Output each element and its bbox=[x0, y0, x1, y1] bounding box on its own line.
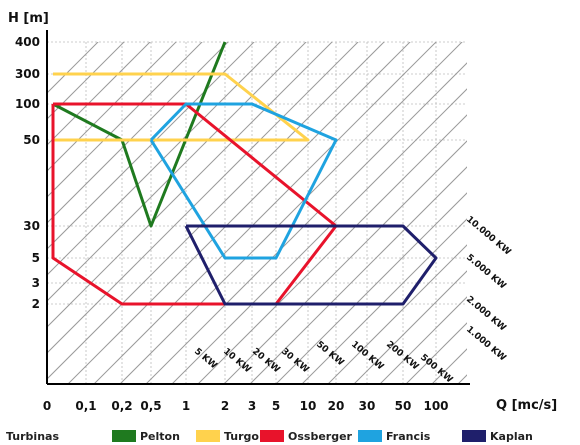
y-tick-label: 5 bbox=[32, 251, 40, 265]
power-line bbox=[353, 270, 467, 384]
power-line bbox=[171, 88, 467, 384]
power-line bbox=[47, 42, 359, 354]
power-label: 5.000 KW bbox=[464, 253, 508, 292]
y-tick-label: 400 bbox=[15, 35, 40, 49]
power-line bbox=[301, 218, 467, 384]
power-label: 200 KW bbox=[384, 340, 420, 373]
legend-swatch bbox=[260, 430, 284, 442]
series-francis bbox=[149, 102, 338, 260]
power-line bbox=[223, 140, 467, 384]
power-line bbox=[405, 322, 467, 384]
x-axis-title: Q [mc/s] bbox=[496, 398, 557, 413]
legend-swatch bbox=[196, 430, 220, 442]
x-tick-label: 0,1 bbox=[75, 399, 96, 413]
power-line bbox=[93, 42, 437, 384]
y-tick-label: 50 bbox=[23, 133, 40, 147]
legend-label: Francis bbox=[386, 430, 431, 443]
y-axis-title: H [m] bbox=[8, 11, 49, 26]
x-tick-label: 1 bbox=[182, 399, 190, 413]
x-tick-label: 20 bbox=[328, 399, 345, 413]
x-tick-label: 50 bbox=[395, 399, 412, 413]
y-tick-label: 30 bbox=[23, 219, 40, 233]
x-tick-label: 0,2 bbox=[111, 399, 132, 413]
power-line bbox=[47, 42, 281, 276]
power-line bbox=[47, 42, 177, 172]
series-kaplan bbox=[184, 224, 438, 306]
series-layer bbox=[51, 41, 438, 306]
x-tick-label: 100 bbox=[423, 399, 448, 413]
power-label: 30 KW bbox=[279, 347, 310, 376]
series-pelton bbox=[52, 41, 227, 228]
power-line bbox=[47, 42, 203, 198]
legend-title: Turbinas bbox=[6, 430, 59, 443]
x-tick-labels: 0 0,1 0,2 0,5 1 2 3 5 10 20 30 50 100 bbox=[43, 399, 449, 413]
legend-label: Kaplan bbox=[490, 430, 533, 443]
legend: Turbinas Pelton Turgo Ossberger Francis Kapl… bbox=[6, 430, 533, 443]
x-tick-label: 0 bbox=[43, 399, 51, 413]
series-ossberger bbox=[51, 102, 338, 306]
x-tick-label: 0,5 bbox=[140, 399, 161, 413]
x-tick-label: 30 bbox=[359, 399, 376, 413]
grid bbox=[47, 41, 466, 384]
x-tick-label: 2 bbox=[221, 399, 229, 413]
y-tick-label: 2 bbox=[32, 297, 40, 311]
series-turgo bbox=[53, 72, 310, 142]
y-tick-label: 3 bbox=[32, 276, 40, 290]
x-tick-label: 5 bbox=[272, 399, 280, 413]
power-line bbox=[47, 42, 125, 120]
power-line bbox=[145, 62, 467, 384]
power-label: 50 KW bbox=[314, 340, 345, 369]
legend-swatch bbox=[358, 430, 382, 442]
power-line bbox=[275, 192, 467, 384]
legend-swatch bbox=[112, 430, 136, 442]
power-line bbox=[47, 42, 229, 224]
legend-label: Ossberger bbox=[288, 430, 353, 443]
power-line bbox=[47, 42, 255, 250]
x-tick-label: 3 bbox=[248, 399, 256, 413]
power-line bbox=[47, 42, 307, 302]
x-tick-label: 10 bbox=[300, 399, 317, 413]
power-line bbox=[47, 42, 151, 146]
power-label: 10.000 KW bbox=[464, 215, 512, 258]
legend-swatch bbox=[462, 430, 486, 442]
legend-label: Pelton bbox=[140, 430, 180, 443]
power-line bbox=[249, 166, 467, 384]
y-tick-label: 300 bbox=[15, 67, 40, 81]
power-line bbox=[47, 42, 385, 380]
y-tick-label: 100 bbox=[15, 97, 40, 111]
power-line bbox=[379, 296, 467, 384]
power-line bbox=[327, 244, 467, 384]
power-line bbox=[197, 114, 467, 384]
axes bbox=[46, 30, 470, 385]
power-label: 20 KW bbox=[250, 347, 281, 376]
power-line bbox=[67, 42, 411, 384]
y-tick-labels: 400 300 100 50 30 5 3 2 bbox=[15, 35, 40, 311]
legend-label: Turgo bbox=[224, 430, 259, 443]
power-lines bbox=[47, 42, 467, 384]
power-line bbox=[119, 42, 463, 384]
